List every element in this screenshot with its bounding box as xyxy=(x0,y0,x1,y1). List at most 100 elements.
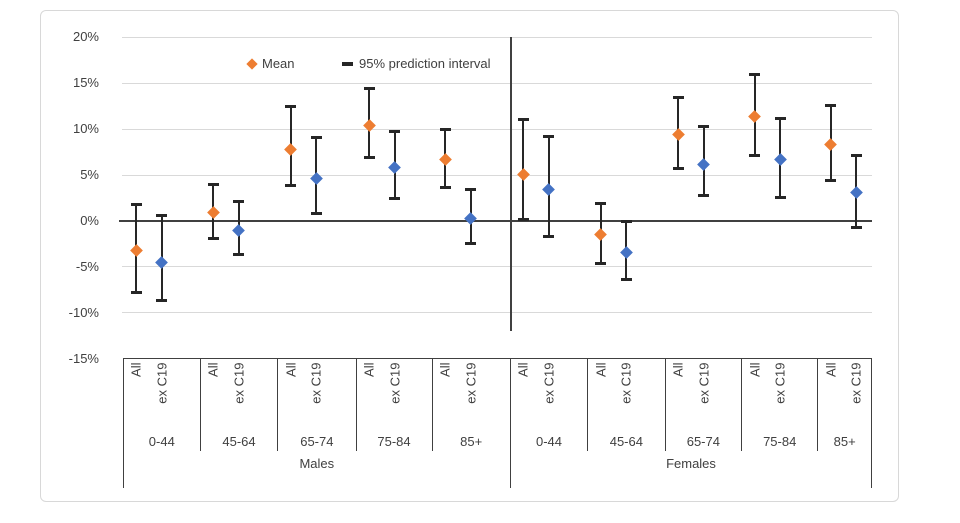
axis-table-separator xyxy=(587,358,589,451)
mean-marker xyxy=(824,138,838,152)
series-axis-label: ex C19 xyxy=(848,362,864,404)
axis-table-separator xyxy=(355,358,357,451)
series-axis-label: ex C19 xyxy=(387,362,402,404)
mean-marker xyxy=(697,157,710,171)
error-bar-cap-bottom xyxy=(595,261,607,265)
mean-marker xyxy=(773,153,787,166)
series-axis-label: ex C19 xyxy=(154,362,170,404)
error-bar-cap-bottom xyxy=(130,291,142,295)
series-axis-label: All xyxy=(283,362,299,377)
y-axis-tick-label: 15% xyxy=(72,75,99,91)
mean-marker xyxy=(206,206,220,220)
error-bar-cap-top xyxy=(363,87,375,91)
mean-marker xyxy=(619,245,633,259)
mean-marker xyxy=(362,119,376,132)
interval-legend-dash-icon xyxy=(342,62,353,66)
series-axis-label: All xyxy=(205,362,221,377)
mean-marker xyxy=(516,167,530,181)
age-group-axis-label: 75-84 xyxy=(763,434,797,449)
error-bar-cap-top xyxy=(749,72,761,76)
error-bar-cap-top xyxy=(156,213,168,217)
error-bar-cap-bottom xyxy=(285,183,297,187)
series-axis-label: ex C19 xyxy=(618,362,634,404)
age-group-axis-label: 75-84 xyxy=(377,434,411,449)
error-bar-cap-bottom xyxy=(156,299,168,303)
error-bar-cap-top xyxy=(310,135,322,139)
series-axis-label: ex C19 xyxy=(772,362,788,404)
mean-marker xyxy=(542,183,556,197)
error-bar-cap-top xyxy=(620,220,632,224)
error-bar-cap-bottom xyxy=(698,193,709,197)
age-group-axis-label: 0-44 xyxy=(535,434,563,449)
age-group-axis-label: 85+ xyxy=(833,434,856,449)
error-bar-cap-top xyxy=(285,104,297,108)
chart-frame: 20% 15% 10% 5% 0% -5% -10% -15% Males 0-44 All ex C… xyxy=(40,10,899,502)
gridline xyxy=(122,174,872,176)
error-bar-cap-bottom xyxy=(749,154,761,158)
mean-marker xyxy=(594,228,608,242)
y-axis-tick-label: -15% xyxy=(68,350,99,366)
sex-axis-label: Males xyxy=(299,456,335,471)
series-axis-label: ex C19 xyxy=(541,362,557,404)
error-bar-cap-bottom xyxy=(825,179,837,183)
y-axis-tick-label: -5% xyxy=(75,258,99,274)
panel-divider-line xyxy=(509,37,512,331)
error-bar-cap-top xyxy=(698,124,709,128)
y-axis-tick-label: 20% xyxy=(72,29,99,45)
series-axis-label: All xyxy=(515,362,531,377)
error-bar-cap-bottom xyxy=(233,252,245,256)
series-axis-label: All xyxy=(437,362,453,377)
series-axis-label: ex C19 xyxy=(696,362,711,404)
mean-marker xyxy=(748,109,762,123)
series-axis-label: All xyxy=(593,362,609,377)
y-axis-tick-label: 10% xyxy=(72,121,99,137)
error-bar-cap-bottom xyxy=(672,167,684,171)
error-bar-cap-top xyxy=(517,117,529,121)
gridline xyxy=(122,266,872,268)
mean-marker xyxy=(284,143,298,156)
mean-marker xyxy=(388,161,401,175)
axis-table-separator xyxy=(431,358,433,451)
interval-legend-label: 95% prediction interval xyxy=(359,56,491,71)
mean-legend-label: Mean xyxy=(262,56,295,71)
error-bar-cap-bottom xyxy=(363,156,375,160)
gridline xyxy=(122,128,872,130)
mean-marker xyxy=(438,153,452,166)
age-group-axis-label: 0-44 xyxy=(148,434,175,449)
error-bar-cap-bottom xyxy=(620,278,632,282)
axis-table-separator xyxy=(871,358,873,488)
y-axis-tick-label: 5% xyxy=(80,167,99,183)
axis-table-separator xyxy=(741,358,743,451)
error-bar-cap-bottom xyxy=(774,195,786,199)
error-bar-cap-top xyxy=(825,103,837,107)
series-axis-label: ex C19 xyxy=(463,362,478,404)
gridline xyxy=(122,82,872,84)
error-bar-cap-top xyxy=(439,127,451,131)
series-axis-label: ex C19 xyxy=(308,362,324,404)
error-bar-cap-bottom xyxy=(465,242,476,246)
mean-marker xyxy=(232,223,246,237)
zero-axis-line xyxy=(119,220,872,222)
axis-table-separator xyxy=(122,358,124,488)
series-axis-label: All xyxy=(747,362,763,377)
error-bar-cap-top xyxy=(774,116,786,120)
age-group-axis-label: 45-64 xyxy=(609,434,643,449)
error-bar-cap-top xyxy=(543,135,555,139)
error-bar-cap-bottom xyxy=(389,197,400,201)
y-axis-tick-label: 0% xyxy=(80,213,99,228)
mean-marker xyxy=(464,211,477,225)
y-axis-tick-label: -10% xyxy=(68,304,99,320)
error-bar-cap-top xyxy=(130,202,142,206)
error-bar-cap-bottom xyxy=(207,236,219,240)
mean-marker xyxy=(671,128,685,142)
series-axis-label: ex C19 xyxy=(231,362,247,404)
gridline xyxy=(122,312,872,314)
error-bar-cap-top xyxy=(207,182,219,186)
error-bar-cap-top xyxy=(850,154,862,158)
axis-table-separator xyxy=(277,358,279,451)
series-axis-label: All xyxy=(670,362,686,377)
prediction-interval-chart: 20% 15% 10% 5% 0% -5% -10% -15% Males 0-44 All ex C… xyxy=(41,11,898,501)
error-bar-cap-bottom xyxy=(543,235,555,239)
axis-table-separator xyxy=(509,358,511,488)
